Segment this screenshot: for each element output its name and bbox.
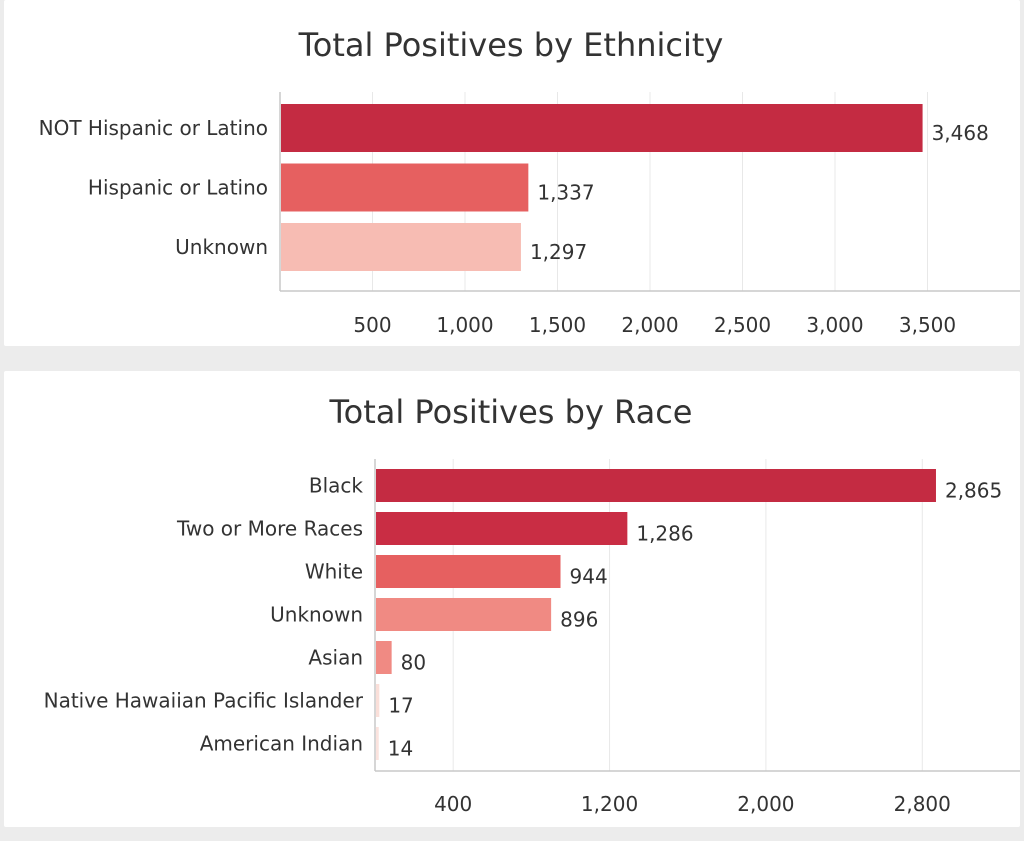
ethnicity-chart-panel: Total Positives by Ethnicity 500 1,000 1,5…: [4, 0, 1020, 346]
bar[interactable]: [281, 163, 529, 212]
bar[interactable]: [376, 512, 628, 545]
value-label: 1,337: [537, 181, 594, 205]
bar[interactable]: [376, 469, 936, 502]
category-label: Asian: [308, 646, 363, 670]
category-label: American Indian: [200, 732, 363, 756]
x-tick-label: 3,000: [806, 313, 863, 337]
x-tick-label: 2,000: [737, 792, 794, 816]
value-label: 2,865: [945, 479, 1002, 503]
category-label: NOT Hispanic or Latino: [39, 116, 268, 140]
x-tick-label: 2,000: [621, 313, 678, 337]
bar[interactable]: [281, 223, 521, 271]
value-label: 3,468: [932, 121, 989, 145]
ethnicity-chart: Total Positives by Ethnicity 500 1,000 1,5…: [39, 26, 1020, 337]
category-label: Hispanic or Latino: [88, 176, 268, 200]
x-tick-label: 2,500: [714, 313, 771, 337]
value-label: 944: [570, 565, 608, 589]
value-label: 1,286: [636, 522, 693, 546]
x-tick-label: 1,500: [529, 313, 586, 337]
x-tick-label: 1,200: [581, 792, 638, 816]
x-tick-label: 2,800: [894, 792, 951, 816]
bar[interactable]: [376, 727, 379, 760]
bar[interactable]: [376, 598, 552, 631]
category-label: Native Hawaiian Pacific Islander: [44, 689, 364, 713]
category-label: Unknown: [270, 603, 363, 627]
chart-title: Total Positives by Ethnicity: [298, 26, 724, 64]
x-tick-label: 500: [353, 313, 391, 337]
race-chart: Total Positives by Race 400 1,200 2,000 2,8…: [44, 393, 1020, 816]
race-chart-panel: Total Positives by Race 400 1,200 2,000 2,8…: [4, 371, 1020, 827]
value-label: 14: [388, 737, 413, 761]
bar[interactable]: [376, 641, 392, 674]
bar[interactable]: [376, 684, 380, 717]
bar[interactable]: [376, 555, 561, 588]
category-label: White: [305, 560, 363, 584]
value-label: 17: [388, 694, 413, 718]
x-tick-label: 400: [434, 792, 472, 816]
category-label: Two or More Races: [176, 517, 363, 541]
value-label: 80: [401, 651, 426, 675]
chart-title: Total Positives by Race: [329, 393, 693, 431]
category-label: Black: [309, 474, 364, 498]
x-tick-label: 3,500: [899, 313, 956, 337]
value-label: 896: [560, 608, 598, 632]
bar[interactable]: [281, 104, 923, 152]
value-label: 1,297: [530, 240, 587, 264]
x-tick-label: 1,000: [436, 313, 493, 337]
category-label: Unknown: [175, 235, 268, 259]
